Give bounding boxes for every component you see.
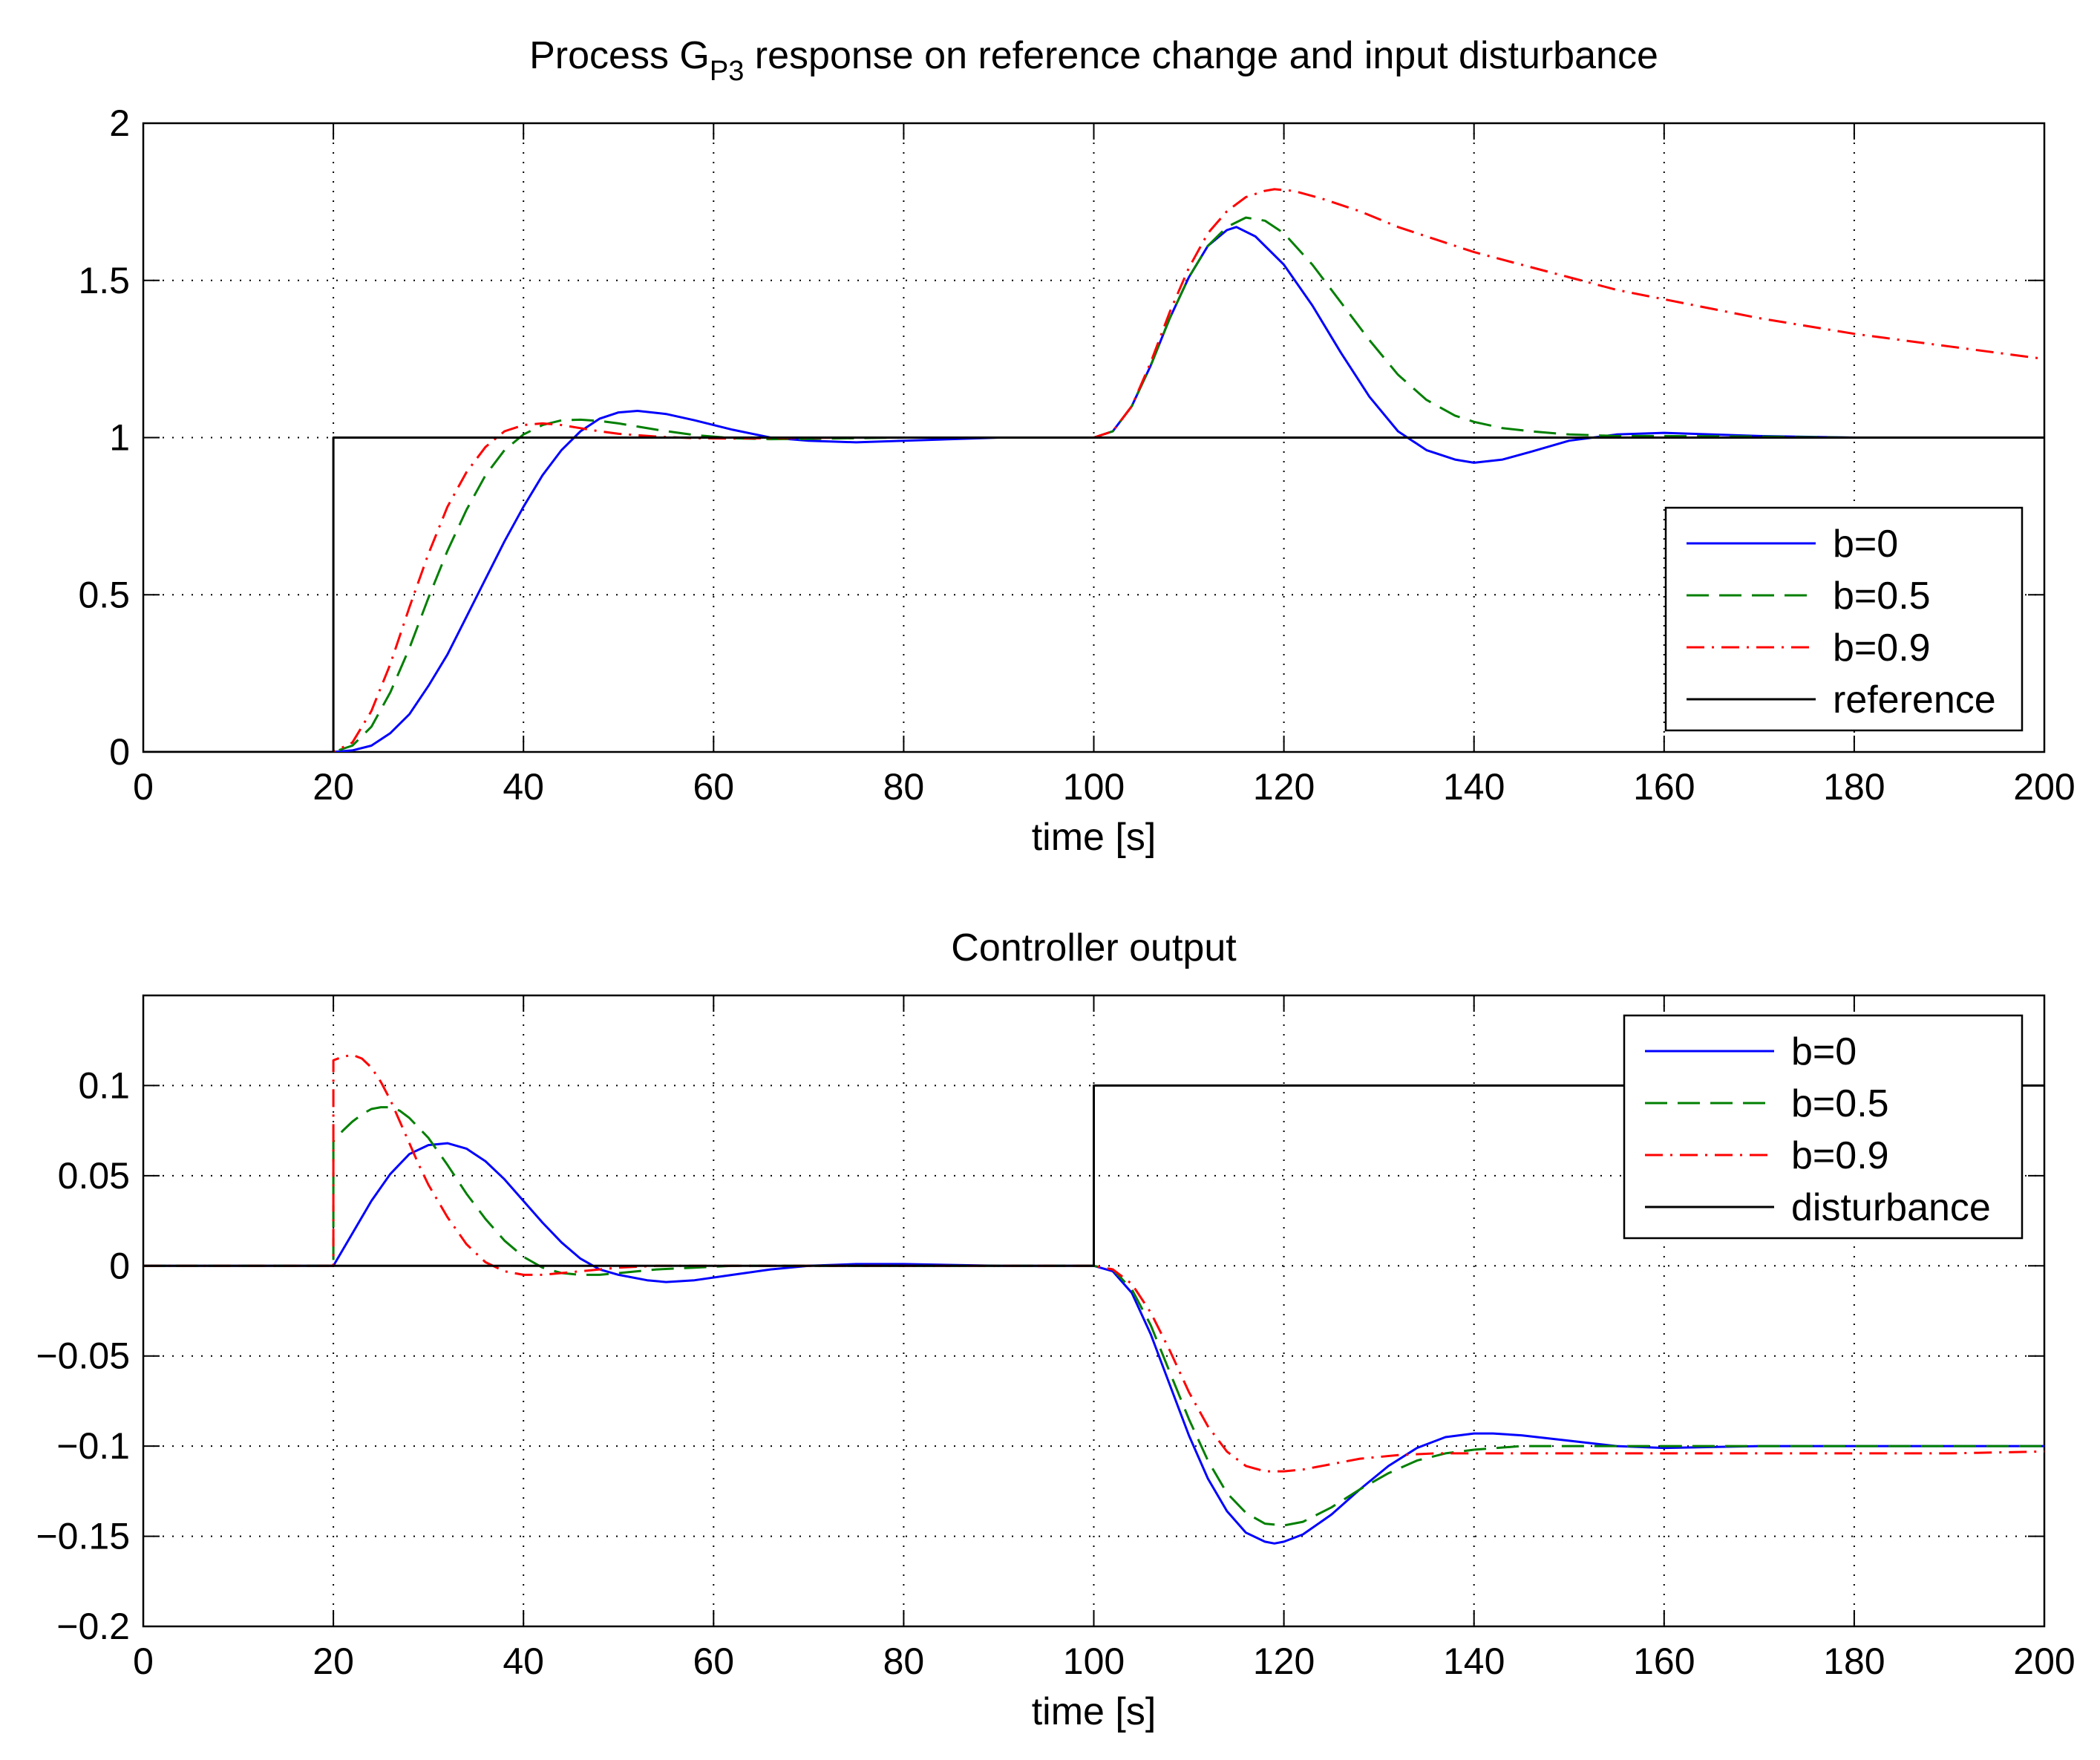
legend-label: b=0.9 [1791,1134,1889,1177]
x-tick-label: 120 [1253,1640,1315,1682]
y-tick-label: −0.2 [56,1606,130,1647]
x-tick-label: 40 [503,766,544,808]
legend-label: b=0 [1791,1030,1857,1073]
legend-box [1664,506,2024,732]
x-tick-label: 80 [883,1640,925,1682]
x-tick-label: 180 [1823,1640,1885,1682]
x-axis-label: time [s] [1032,816,1157,859]
series-line-b-0 [143,1142,2044,1545]
y-tick-label: 2 [109,102,130,144]
y-tick-label: 1 [109,417,130,459]
y-tick-label: 0.1 [78,1064,130,1106]
x-tick-label: 80 [883,766,925,808]
x-tick-label: 160 [1633,766,1695,808]
x-axis-label: time [s] [1032,1690,1157,1733]
series-line-b-0-9 [143,188,2044,752]
y-tick-label: −0.1 [56,1425,130,1467]
legend-label: reference [1833,678,1996,722]
x-tick-label: 120 [1253,766,1315,808]
y-tick-label: 0 [109,731,130,773]
x-tick-label: 0 [133,1640,154,1682]
legend-label: disturbance [1791,1186,1991,1229]
x-tick-label: 60 [693,1640,734,1682]
y-tick-label: −0.05 [36,1335,130,1377]
y-tick-label: 1.5 [78,260,130,301]
series-line-disturbance [143,1084,2044,1267]
legend-label: b=0.9 [1833,627,1931,670]
x-tick-label: 200 [2013,1640,2075,1682]
controller-output-panel: 0 20 40 60 80 100 120 140 160 180 200 −0.2 −0.15 −0.1… [36,926,2075,1733]
x-tick-label: 40 [503,1640,544,1682]
legend-box [1623,1014,2024,1240]
x-tick-label: 60 [693,766,734,808]
legend-label: b=0.5 [1791,1082,1889,1125]
series-line-b-0-5 [143,1106,2044,1527]
legend-label: b=0 [1833,523,1898,566]
series-line-reference [143,436,2044,752]
chart-title-subscript: P3 [710,56,744,87]
y-tick-label: −0.15 [36,1516,130,1557]
x-tick-label: 0 [133,766,154,808]
x-tick-label: 140 [1443,766,1505,808]
x-tick-label: 180 [1823,766,1885,808]
series-group [143,1053,2044,1545]
y-tick-label: 0.5 [78,574,130,615]
legend: b=0 b=0.5 b=0.9 reference [1664,506,2024,732]
chart-title-rest: response on reference change and input d… [744,34,1658,77]
x-tick-label: 160 [1633,1640,1695,1682]
legend-label: b=0.5 [1833,575,1931,618]
x-tick-label: 100 [1063,766,1125,808]
x-tick-label: 140 [1443,1640,1505,1682]
x-tick-label: 200 [2013,766,2075,808]
x-tick-label: 20 [313,766,354,808]
legend: b=0 b=0.5 b=0.9 disturbance [1623,1014,2024,1240]
x-tick-label: 100 [1063,1640,1125,1682]
chart-title: Process GP3 response on reference change… [529,34,1658,87]
series-group [143,188,2044,752]
response-panel: 0 20 40 60 80 100 120 140 160 180 200 0 0.5 1 1.5 2 Proc… [78,34,2075,859]
chart-title: Controller output [951,926,1237,969]
y-tick-label: 0 [109,1245,130,1286]
y-tick-label: 0.05 [58,1155,130,1197]
x-tick-label: 20 [313,1640,354,1682]
chart-title-main: Process G [529,34,710,77]
